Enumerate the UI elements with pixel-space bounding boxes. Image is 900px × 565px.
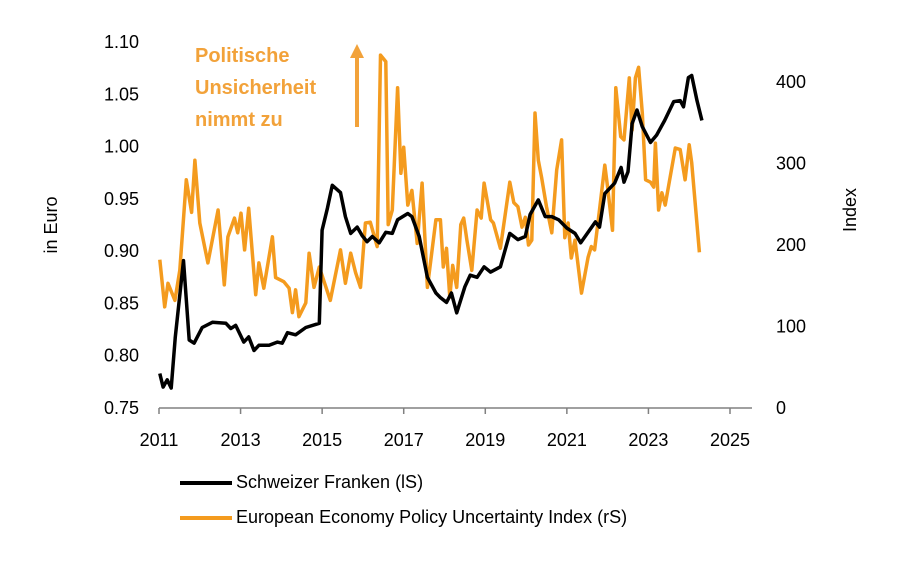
- annotation: Politische Unsicherheit nimmt zu: [195, 44, 364, 131]
- x-tick-label: 2019: [465, 430, 505, 450]
- annotation-line: Politische: [195, 45, 289, 67]
- x-tick-label: 2023: [628, 430, 668, 450]
- x-tick-label: 2015: [302, 430, 342, 450]
- y-right-tick-label: 400: [776, 72, 806, 92]
- legend-swatch-black: [180, 480, 232, 485]
- series-line-chf: [158, 73, 704, 390]
- legend-item-chf: Schweizer Franken (lS): [180, 472, 423, 493]
- y-left-tick-label: 0.80: [104, 346, 139, 366]
- legend-label: Schweizer Franken (lS): [236, 472, 424, 492]
- legend-label: European Economy Policy Uncertainty Inde…: [236, 507, 628, 527]
- y-left-tick-label: 1.00: [104, 137, 139, 157]
- y-axis-left-label: in Euro: [41, 196, 61, 253]
- series-lines: [158, 53, 704, 390]
- y-left-tick-label: 0.95: [104, 189, 139, 209]
- y-right-tick-label: 100: [776, 317, 806, 337]
- y-left-tick-label: 1.10: [104, 32, 139, 52]
- x-tick-label: 2021: [547, 430, 587, 450]
- up-arrow-icon: [350, 44, 364, 127]
- series-line-epu: [158, 53, 702, 319]
- y-left-tick-label: 1.05: [104, 84, 139, 104]
- axes: 2011 2013 2015 2017 2019 2021 2023 2025 0.75 0.80…: [104, 32, 806, 450]
- annotation-line: nimmt zu: [195, 109, 283, 131]
- x-tick-label: 2011: [140, 430, 179, 450]
- x-tick-label: 2017: [384, 430, 424, 450]
- x-tick-label: 2013: [221, 430, 261, 450]
- y-left-tick-label: 0.90: [104, 241, 139, 261]
- y-right-tick-label: 300: [776, 154, 806, 174]
- annotation-line: Unsicherheit: [195, 77, 316, 99]
- y-left-tick-label: 0.75: [104, 398, 139, 418]
- y-right-tick-label: 200: [776, 235, 806, 255]
- legend-item-epu: European Economy Policy Uncertainty Inde…: [180, 507, 627, 528]
- y-right-tick-label: 0: [776, 398, 786, 418]
- x-tick-label: 2025: [710, 430, 750, 450]
- legend-swatch-orange: [180, 515, 232, 520]
- y-left-tick-label: 0.85: [104, 293, 139, 313]
- y-axis-right-label: Index: [840, 188, 860, 232]
